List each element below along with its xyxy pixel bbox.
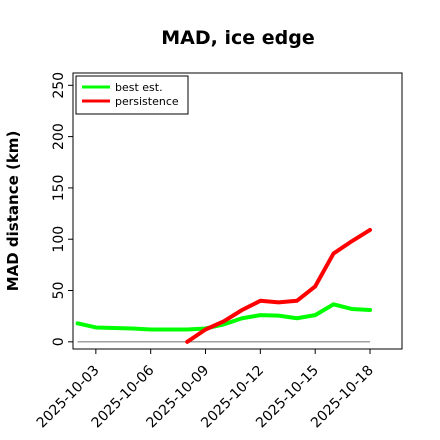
y-axis-label: MAD distance (km)	[4, 131, 22, 292]
y-tick-label: 250	[51, 72, 67, 99]
x-axis: 2025-10-032025-10-062025-10-092025-10-12…	[34, 349, 377, 431]
plot-frame	[72, 72, 403, 350]
plot-lines	[75, 227, 373, 344]
chart-title: MAD, ice edge	[161, 27, 314, 49]
series-line-best-est	[75, 302, 373, 332]
y-tick-label: 150	[51, 175, 67, 202]
legend-label-best-est: best est.	[115, 81, 163, 94]
y-tick-label: 0	[51, 337, 67, 346]
legend-label-persistence: persistence	[115, 95, 179, 108]
y-axis: 0 50 100 150 200 250	[51, 72, 73, 346]
y-tick-label: 100	[51, 226, 67, 253]
y-tick-label: 200	[51, 123, 67, 150]
series-line-persistence	[185, 227, 373, 344]
legend: best est. persistence	[75, 75, 189, 115]
legend-box	[75, 75, 189, 115]
y-tick-label: 50	[51, 282, 67, 300]
